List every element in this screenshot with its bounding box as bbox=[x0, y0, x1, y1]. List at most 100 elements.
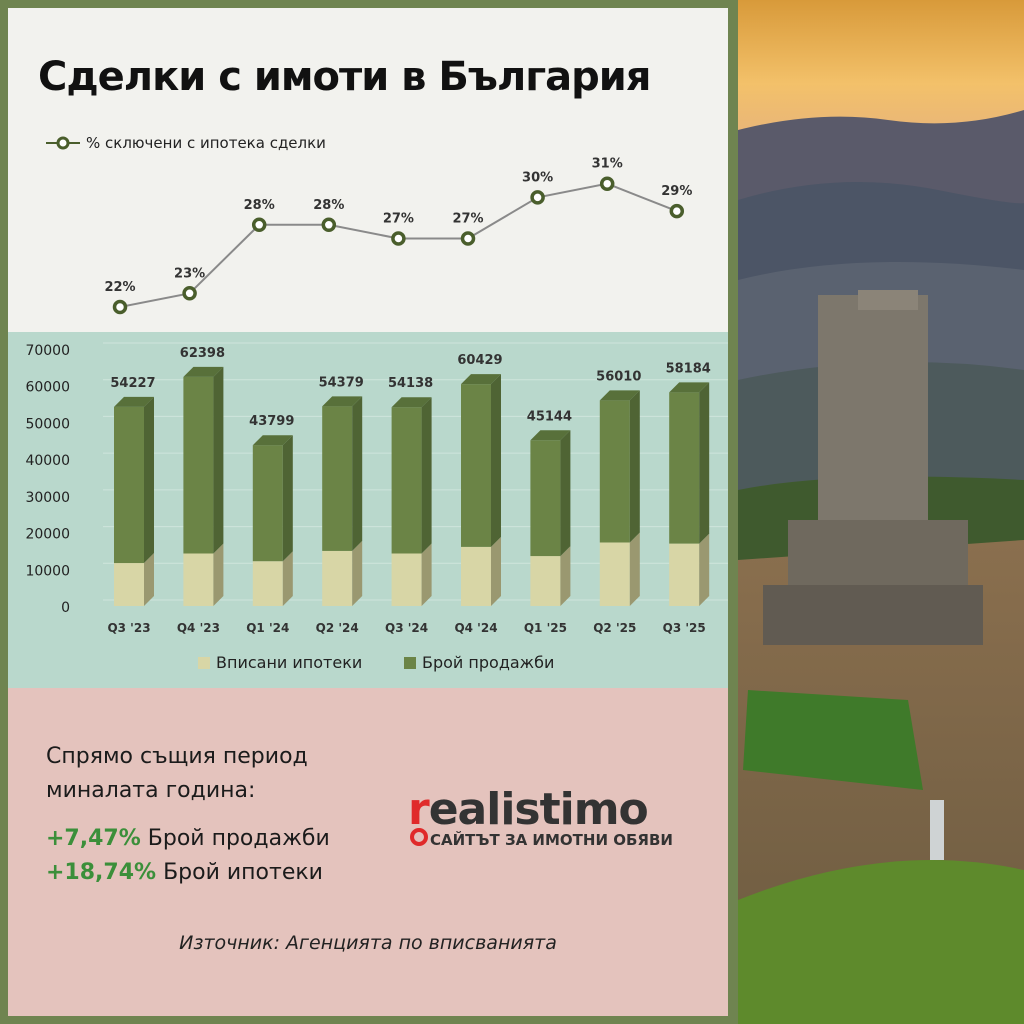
y-tick-label: 30000 bbox=[25, 490, 70, 506]
line-legend-label: % сключени с ипотека сделки bbox=[86, 134, 326, 152]
y-tick-label: 0 bbox=[61, 600, 70, 616]
x-tick-label: Q3 '23 bbox=[107, 621, 150, 635]
bar-mortgages-side bbox=[699, 533, 710, 606]
bar-data-label: 45144 bbox=[527, 409, 572, 424]
line-data-label: 31% bbox=[592, 157, 623, 172]
legend-label-mortgages: Вписани ипотеки bbox=[216, 653, 362, 672]
line-point bbox=[460, 231, 476, 246]
line-data-label: 28% bbox=[313, 198, 344, 213]
bar-mortgages bbox=[322, 550, 353, 606]
x-tick-label: Q1 '24 bbox=[246, 621, 289, 635]
bar-mortgages-side bbox=[282, 551, 293, 606]
line-point bbox=[669, 203, 685, 219]
bar-chart-section: 0 10000 20000 30000 40000 50000 60000 70000 5422… bbox=[8, 332, 728, 688]
bar-sales-side bbox=[144, 396, 154, 564]
line-data-label: 29% bbox=[661, 184, 692, 199]
bar-data-label: 54227 bbox=[110, 376, 155, 391]
bar-sales-top bbox=[252, 435, 293, 446]
comparison-heading-1: Спрямо същия период bbox=[46, 744, 308, 769]
bar-mortgages bbox=[599, 542, 630, 606]
bar-mortgages bbox=[461, 546, 491, 606]
bar-sales-top bbox=[461, 374, 501, 385]
bar-mortgages-side bbox=[144, 553, 154, 606]
bar-sales-top bbox=[530, 430, 571, 441]
x-tick-label: Q2 '24 bbox=[316, 621, 359, 635]
line-legend: % сключени с ипотека сделки bbox=[46, 134, 326, 152]
summary-section bbox=[8, 688, 728, 1016]
bar-chart: 0 10000 20000 30000 40000 50000 60000 70000 5422… bbox=[25, 342, 728, 672]
y-tick-label: 10000 bbox=[25, 563, 70, 579]
bar-sales bbox=[114, 406, 144, 564]
x-tick-label: Q4 '23 bbox=[177, 621, 220, 635]
bar-sales bbox=[252, 445, 283, 562]
bar-sales-side bbox=[699, 382, 710, 544]
monument-photo bbox=[738, 0, 1024, 1024]
bar-data-label: 43799 bbox=[249, 414, 294, 429]
bar-sales bbox=[391, 407, 422, 554]
line-point bbox=[391, 231, 406, 246]
bar-sales-top bbox=[391, 397, 432, 408]
bar-mortgages bbox=[530, 556, 561, 606]
line-data-label: 23% bbox=[174, 266, 205, 281]
line-chart: 22% 23% 28% 28% 27% 27% 30% 31% 29% bbox=[104, 157, 692, 315]
realistimo-logo: realistimo САЙТЪТ ЗА ИМОТНИ ОБЯВИ bbox=[408, 784, 673, 849]
line-data-label: 28% bbox=[244, 198, 275, 213]
bar-mortgages-side bbox=[352, 540, 363, 606]
bar-sales-side bbox=[421, 397, 432, 554]
source-note: Източник: Агенцията по вписванията bbox=[179, 932, 557, 954]
x-tick-label: Q3 '24 bbox=[385, 621, 428, 635]
bar-mortgages bbox=[391, 553, 422, 606]
bar-sales bbox=[669, 392, 700, 544]
line-legend-marker bbox=[46, 136, 80, 150]
y-tick-label: 50000 bbox=[25, 416, 70, 432]
bar-mortgages bbox=[183, 553, 214, 606]
bar-sales-top bbox=[599, 390, 640, 401]
bar-sales bbox=[183, 376, 214, 554]
bar-sales-side bbox=[213, 366, 224, 554]
line-point bbox=[251, 217, 267, 233]
line-point bbox=[530, 190, 545, 205]
bar-sales-top bbox=[669, 382, 710, 393]
bar-mortgages-side bbox=[421, 543, 432, 606]
line-point bbox=[182, 286, 197, 301]
bar-data-label: 54379 bbox=[319, 375, 364, 390]
line-point bbox=[321, 217, 337, 233]
line-chart-section: Сделки с имоти в България % сключени с и… bbox=[8, 8, 728, 332]
x-tick-label: Q3 '25 bbox=[663, 621, 706, 635]
x-tick-label: Q2 '25 bbox=[593, 621, 636, 635]
bar-sales bbox=[599, 400, 630, 543]
bar-sales-side bbox=[560, 430, 571, 557]
bar-data-label: 60429 bbox=[457, 353, 502, 368]
bar-mortgages-side bbox=[560, 546, 571, 606]
line-data-label: 30% bbox=[522, 170, 553, 185]
y-tick-label: 20000 bbox=[25, 527, 70, 543]
bar-sales-side bbox=[282, 435, 293, 562]
y-tick-label: 60000 bbox=[25, 380, 70, 396]
legend-swatch-sales bbox=[404, 657, 416, 669]
bar-mortgages bbox=[114, 563, 144, 606]
line-point bbox=[112, 299, 128, 315]
bar-sales-side bbox=[491, 374, 501, 547]
bar-data-label: 62398 bbox=[180, 346, 225, 361]
x-tick-label: Q1 '25 bbox=[524, 621, 567, 635]
line-data-label: 27% bbox=[383, 212, 414, 227]
bar-mortgages-side bbox=[213, 543, 224, 606]
bar-sales-top bbox=[322, 396, 363, 407]
bar-data-label: 54138 bbox=[388, 376, 433, 391]
line-point bbox=[599, 176, 615, 191]
bar-sales-side bbox=[629, 390, 640, 543]
bar-sales-side bbox=[352, 396, 363, 551]
infographic-panel: Сделки с имоти в България % сключени с и… bbox=[8, 8, 728, 1016]
bar-data-label: 56010 bbox=[596, 369, 641, 384]
legend-label-sales: Брой продажби bbox=[422, 653, 554, 672]
bar-sales bbox=[322, 406, 353, 551]
y-tick-label: 70000 bbox=[25, 343, 70, 359]
comparison-mortgages: +18,74% Брой ипотеки bbox=[46, 860, 323, 885]
y-tick-label: 40000 bbox=[25, 453, 70, 469]
comparison-heading-2: миналата година: bbox=[46, 778, 256, 803]
page-title: Сделки с имоти в България bbox=[38, 54, 651, 100]
line-data-label: 27% bbox=[452, 212, 483, 227]
line-data-label: 22% bbox=[104, 280, 135, 295]
bar-sales bbox=[530, 440, 561, 557]
bar-sales-top bbox=[183, 366, 224, 377]
